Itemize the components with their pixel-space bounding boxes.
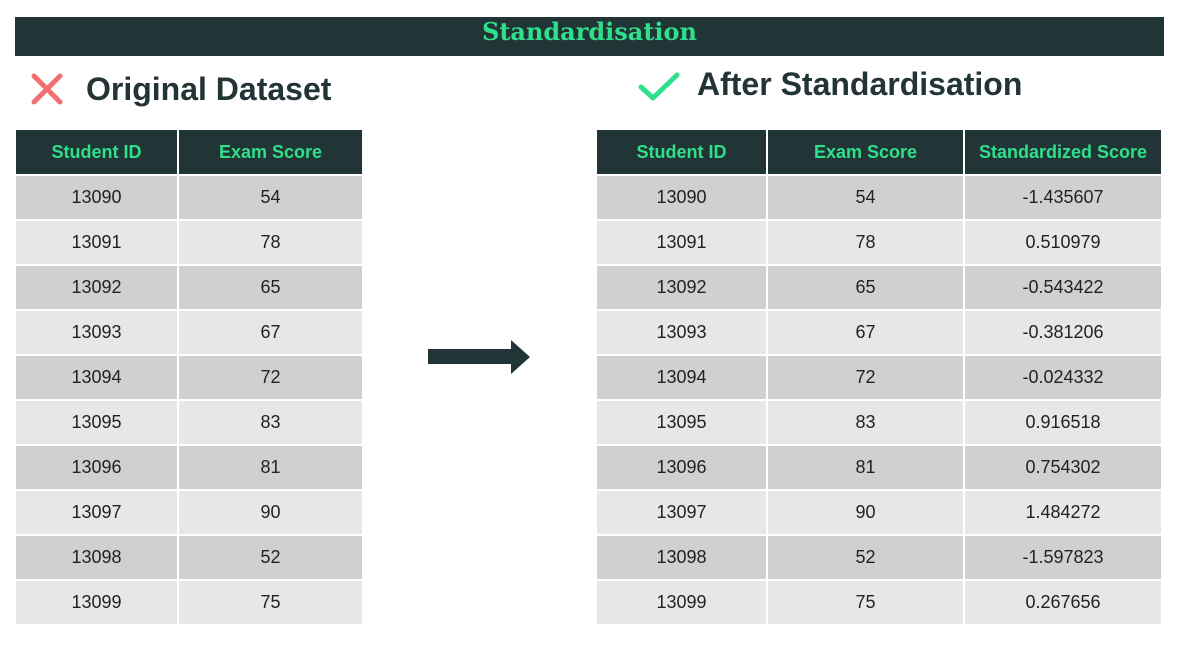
page-title: Standardisation — [481, 17, 697, 46]
table-cell: 13095 — [595, 399, 768, 446]
table-cell: 75 — [766, 579, 965, 626]
after-standardisation-heading: After Standardisation — [697, 66, 1023, 102]
table-cell: 13097 — [595, 489, 768, 536]
table-row: 13097 90 — [14, 489, 364, 536]
table-cell: 1.484272 — [963, 489, 1163, 536]
table-cell: 0.510979 — [963, 219, 1163, 266]
table-row: 13091 78 — [14, 219, 364, 266]
table-cell: 0.916518 — [963, 399, 1163, 446]
table-cell: 0.754302 — [963, 444, 1163, 491]
right-arrow-icon — [428, 340, 530, 374]
table-cell: 13096 — [14, 444, 179, 491]
table-cell: 13090 — [595, 174, 768, 221]
table-row: 13090 54 -1.435607 — [595, 174, 1163, 221]
table-cell: 13092 — [595, 264, 768, 311]
table-row: 13094 72 -0.024332 — [595, 354, 1163, 401]
table-row: 13096 81 — [14, 444, 364, 491]
table-cell: 75 — [177, 579, 364, 626]
column-header-exam-score: Exam Score — [177, 128, 364, 176]
table-header-row: Student ID Exam Score Standardized Score — [595, 128, 1163, 176]
table-row: 13098 52 — [14, 534, 364, 581]
table-cell: 52 — [177, 534, 364, 581]
table-row: 13092 65 — [14, 264, 364, 311]
table-cell: 72 — [766, 354, 965, 401]
cross-icon — [31, 73, 63, 105]
table-row: 13099 75 — [14, 579, 364, 626]
table-row: 13090 54 — [14, 174, 364, 221]
table-cell: -0.543422 — [963, 264, 1163, 311]
table-cell: 65 — [766, 264, 965, 311]
table-cell: 13093 — [595, 309, 768, 356]
table-cell: 13090 — [14, 174, 179, 221]
table-cell: 13099 — [595, 579, 768, 626]
table-cell: 67 — [766, 309, 965, 356]
table-row: 13098 52 -1.597823 — [595, 534, 1163, 581]
table-row: 13091 78 0.510979 — [595, 219, 1163, 266]
table-cell: -0.024332 — [963, 354, 1163, 401]
table-cell: 54 — [766, 174, 965, 221]
table-cell: 13098 — [14, 534, 179, 581]
table-cell: 13094 — [595, 354, 768, 401]
table-cell: 13099 — [14, 579, 179, 626]
table-cell: -0.381206 — [963, 309, 1163, 356]
table-row: 13093 67 -0.381206 — [595, 309, 1163, 356]
table-cell: 83 — [177, 399, 364, 446]
table-cell: 52 — [766, 534, 965, 581]
table-cell: 13094 — [14, 354, 179, 401]
table-cell: 81 — [177, 444, 364, 491]
table-cell: 83 — [766, 399, 965, 446]
check-icon — [638, 72, 680, 101]
table-cell: 90 — [766, 489, 965, 536]
table-cell: 13091 — [595, 219, 768, 266]
table-cell: 54 — [177, 174, 364, 221]
table-cell: 13097 — [14, 489, 179, 536]
table-row: 13092 65 -0.543422 — [595, 264, 1163, 311]
table-cell: 13096 — [595, 444, 768, 491]
column-header-student-id: Student ID — [14, 128, 179, 176]
table-cell: 13091 — [14, 219, 179, 266]
table-header-row: Student ID Exam Score — [14, 128, 364, 176]
title-banner: Standardisation — [15, 17, 1164, 56]
table-cell: 13093 — [14, 309, 179, 356]
table-row: 13099 75 0.267656 — [595, 579, 1163, 626]
table-cell: 78 — [766, 219, 965, 266]
table-cell: 81 — [766, 444, 965, 491]
table-cell: 90 — [177, 489, 364, 536]
table-row: 13094 72 — [14, 354, 364, 401]
table-cell: 72 — [177, 354, 364, 401]
table-row: 13096 81 0.754302 — [595, 444, 1163, 491]
table-cell: 67 — [177, 309, 364, 356]
original-dataset-heading: Original Dataset — [86, 71, 332, 107]
table-cell: -1.435607 — [963, 174, 1163, 221]
standardised-dataset-table: Student ID Exam Score Standardized Score… — [595, 128, 1163, 626]
column-header-exam-score: Exam Score — [766, 128, 965, 176]
table-cell: 13095 — [14, 399, 179, 446]
table-row: 13095 83 0.916518 — [595, 399, 1163, 446]
table-row: 13095 83 — [14, 399, 364, 446]
table-cell: -1.597823 — [963, 534, 1163, 581]
table-cell: 13098 — [595, 534, 768, 581]
original-dataset-table: Student ID Exam Score 13090 54 13091 78 1309… — [14, 128, 364, 626]
table-cell: 65 — [177, 264, 364, 311]
table-cell: 0.267656 — [963, 579, 1163, 626]
table-row: 13093 67 — [14, 309, 364, 356]
table-row: 13097 90 1.484272 — [595, 489, 1163, 536]
column-header-standardized-score: Standardized Score — [963, 128, 1163, 176]
table-cell: 13092 — [14, 264, 179, 311]
table-cell: 78 — [177, 219, 364, 266]
column-header-student-id: Student ID — [595, 128, 768, 176]
